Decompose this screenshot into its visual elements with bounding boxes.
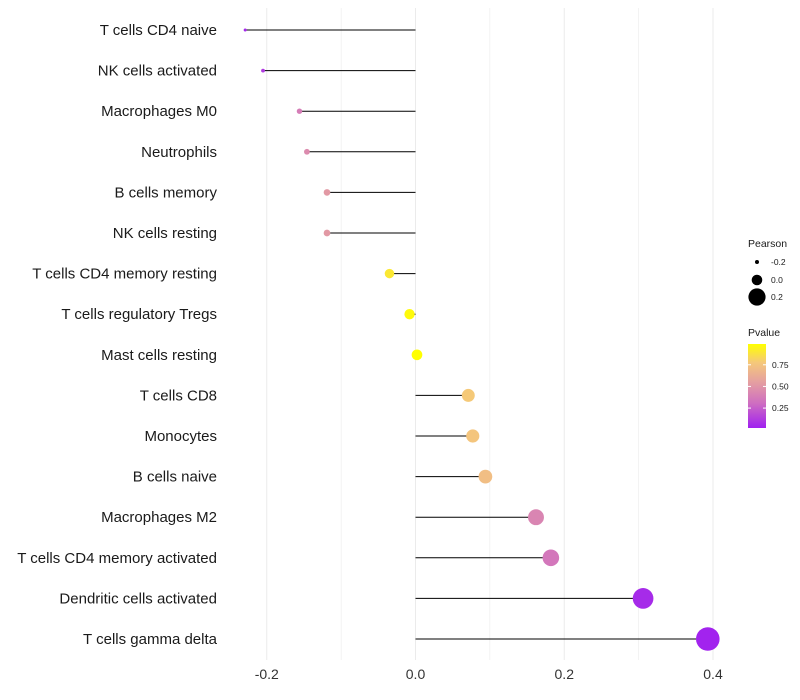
lollipop-point	[696, 627, 720, 651]
color-legend-title: Pvalue	[748, 327, 780, 339]
lollipop-point	[323, 189, 331, 196]
lollipop-point	[261, 68, 265, 73]
lollipop-point	[542, 549, 560, 567]
category-label: Neutrophils	[141, 144, 217, 161]
lollipop-point	[632, 588, 654, 609]
color-legend-label: 0.25	[772, 403, 789, 413]
category-label: Macrophages M0	[101, 103, 217, 120]
size-legend-label: 0.2	[771, 292, 783, 302]
x-tick-label: 0.0	[406, 666, 426, 682]
size-legend-label: 0.0	[771, 275, 783, 285]
x-tick-label: 0.2	[555, 666, 575, 682]
legends: Pearson -0.2 0.0 0.2 Pvalue 0.75 0.50 0.25	[748, 238, 789, 428]
lollipop-point	[461, 388, 475, 402]
color-legend: Pvalue 0.75 0.50 0.25	[748, 327, 789, 428]
color-legend-bar	[748, 344, 766, 428]
category-labels: T cells CD4 naive NK cells activated Macro…	[17, 22, 217, 648]
size-legend-label: -0.2	[771, 257, 786, 267]
x-tick-label: 0.4	[703, 666, 723, 682]
category-label: NK cells activated	[98, 63, 217, 80]
category-label: Dendritic cells activated	[59, 590, 217, 607]
category-label: T cells CD4 memory resting	[32, 266, 217, 283]
category-label: B cells naive	[133, 469, 217, 486]
grid-lines	[266, 8, 714, 660]
lollipop-point	[384, 268, 395, 279]
lollipop-point	[411, 349, 423, 361]
category-label: Monocytes	[144, 428, 217, 445]
lollipop-point	[296, 108, 303, 114]
category-label: T cells gamma delta	[83, 631, 218, 648]
lollipop-point	[528, 509, 544, 526]
category-label: T cells regulatory Tregs	[61, 306, 217, 323]
size-legend-dot	[748, 288, 766, 306]
category-label: T cells CD8	[140, 387, 217, 404]
size-legend-title: Pearson	[748, 238, 787, 250]
x-axis-tick-labels: -0.2 0.0 0.2 0.4	[255, 666, 723, 682]
lollipop-point	[243, 28, 247, 32]
size-legend: Pearson -0.2 0.0 0.2	[748, 238, 787, 306]
category-label: Macrophages M2	[101, 509, 217, 526]
lollipop-point	[478, 469, 493, 484]
size-legend-dot	[755, 260, 759, 264]
color-legend-label: 0.50	[772, 381, 789, 391]
x-tick-label: -0.2	[255, 666, 279, 682]
category-label: Mast cells resting	[101, 347, 217, 364]
lollipop-point	[466, 429, 480, 443]
lollipop-point	[323, 229, 331, 237]
color-legend-label: 0.75	[772, 360, 789, 370]
category-label: B cells memory	[114, 184, 217, 201]
size-legend-dot	[751, 274, 763, 286]
lollipop-point	[304, 148, 310, 155]
lollipop-point	[404, 309, 415, 320]
category-label: T cells CD4 naive	[100, 22, 217, 39]
category-label: T cells CD4 memory activated	[17, 550, 217, 567]
category-label: NK cells resting	[113, 225, 217, 242]
lollipop-points	[243, 28, 720, 651]
